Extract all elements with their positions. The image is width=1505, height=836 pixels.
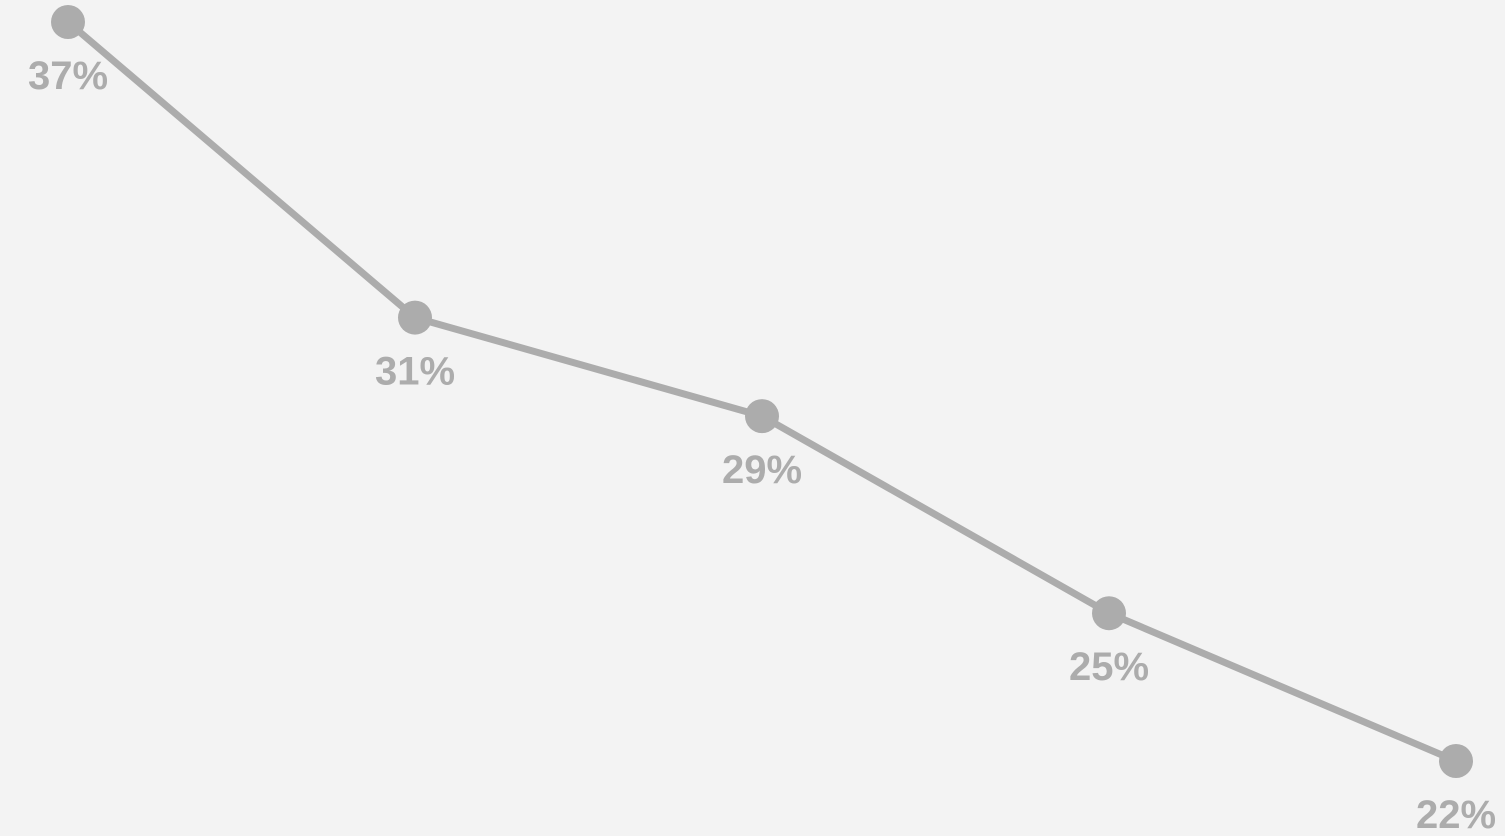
data-label: 25% (1069, 645, 1149, 689)
data-point (745, 399, 779, 434)
data-point (1439, 744, 1473, 778)
data-point (1092, 596, 1126, 631)
series-line-layer (65, 19, 1458, 765)
data-points-layer (51, 5, 1473, 778)
data-point (51, 5, 85, 39)
series-line (65, 19, 1458, 765)
data-labels-layer: 37% 31% 29% 25% 22% (28, 54, 1496, 836)
data-label: 31% (375, 350, 455, 394)
data-label: 37% (28, 54, 108, 98)
data-label: 29% (722, 448, 802, 492)
data-point (398, 300, 432, 335)
data-label: 22% (1416, 793, 1496, 836)
